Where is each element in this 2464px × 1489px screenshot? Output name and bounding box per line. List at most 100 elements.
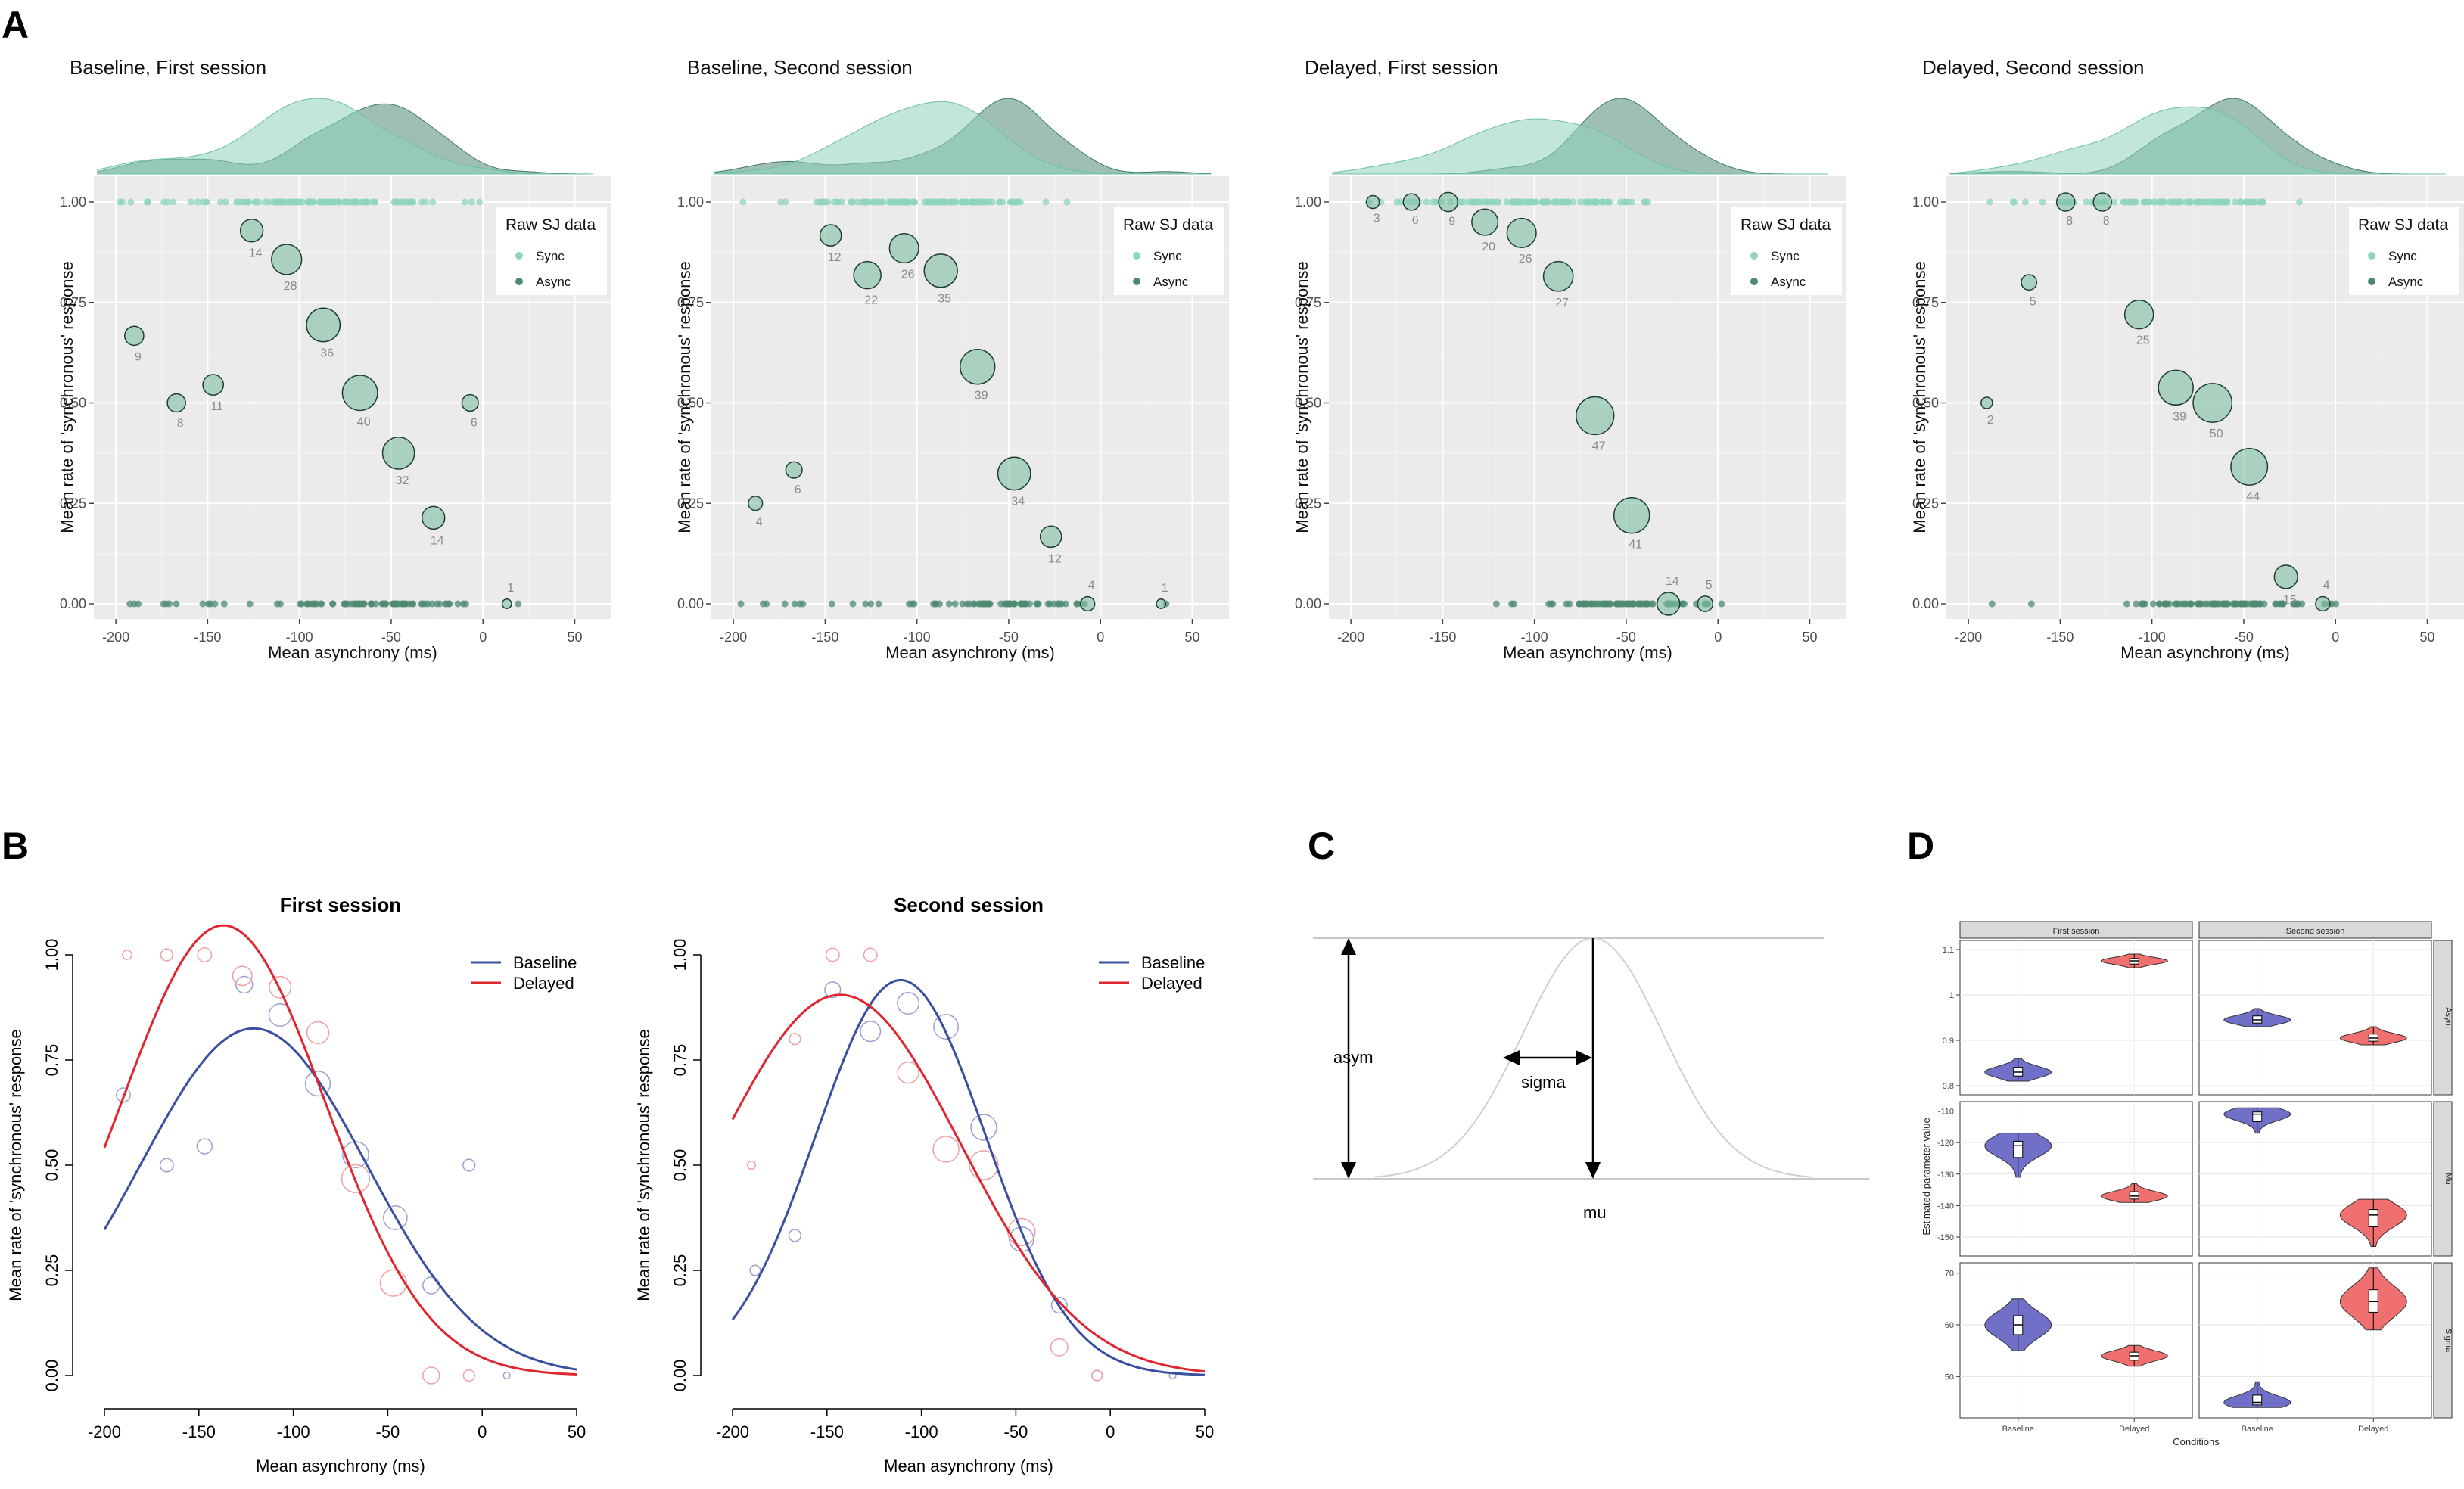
a-xtick-2-1: -150 [1429,629,1456,645]
a-count-label-2-5: 27 [1555,297,1569,309]
b-ytick-0-1: 0.25 [42,1254,61,1287]
a-raw-async-1-34 [977,600,985,608]
b-point-1-1-4 [897,1061,919,1084]
a-raw-sync-0-15 [199,198,207,206]
d-ytick-4-1: 60 [1945,1321,1954,1330]
a-bubble-0-2 [202,374,225,396]
a-count-label-1-2: 12 [828,251,842,264]
b-point-1-1-8 [1050,1338,1069,1357]
a-raw-async-1-9 [875,600,882,608]
a-raw-async-0-66 [382,600,390,608]
a-bubble-2-3 [1471,208,1499,236]
a-bubble-3-3 [2092,192,2112,212]
b-point-1-0-1 [788,1229,801,1242]
a-raw-sync-0-112 [429,198,437,206]
a-raw-sync-2-99 [1598,198,1605,206]
a-count-label-0-2: 11 [210,400,223,413]
d-facet-bg-3 [2198,1101,2432,1257]
a-ytick-0-4: 1.00 [60,194,86,210]
a-count-label-1-0: 4 [756,516,763,529]
d-ylabel: Estimated parameter value [1921,1118,1932,1235]
a-bubble-3-1 [2021,274,2038,291]
a-count-label-0-6: 40 [357,415,371,428]
panel-d: First session Second session Asym Mu Sigma 0.… [1921,921,2453,1447]
a-raw-sync-1-50 [891,198,898,206]
a-bubble-3-5 [2158,369,2194,406]
a-raw-async-1-59 [1011,600,1019,608]
a-raw-async-3-22 [2173,600,2180,608]
b-point-0-1-8 [422,1366,440,1385]
d-box-baseline-2 [2013,1140,2024,1158]
c-sigma-arrow-left [1503,1050,1520,1065]
a-raw-sync-1-9 [838,198,846,206]
a-count-label-3-8: 15 [2283,594,2297,607]
a-raw-async-2-78 [1649,600,1657,608]
b-title-1: Second session [894,894,1044,916]
a-ytick-3-3: 0.75 [1912,295,1939,310]
a-ytick-0-1: 0.25 [60,496,86,511]
a-raw-async-2-63 [1641,600,1649,608]
b-xtick-0-0: -200 [88,1422,121,1441]
a-raw-sync-1-119 [1063,198,1071,206]
a-ylabel-3: Mean rate of 'synchronous' response [1910,261,1929,533]
a-bubble-0-3 [239,218,264,243]
a-raw-async-0-9 [199,600,207,608]
a-legend-title-0: Raw SJ data [506,216,596,234]
a-raw-sync-1-106 [973,198,981,206]
a-legend-async-0: Async [536,275,571,289]
b-ytick-1-0: 0.00 [670,1360,689,1392]
a-raw-sync-1-83 [941,198,948,206]
a-raw-async-0-78 [454,600,462,608]
b-point-0-1-9 [462,1369,475,1382]
d-col-label-1: Second session [2286,927,2345,936]
a-raw-sync-1-117 [1009,198,1016,206]
a-bubble-0-7 [381,437,415,470]
a-count-label-3-3: 8 [2103,215,2110,228]
a-title-2: Delayed, First session [1305,56,1498,79]
b-point-1-0-5 [933,1014,959,1040]
d-ytick-0-3: 1.1 [1943,946,1954,955]
a-raw-async-0-81 [515,600,522,608]
a-bubble-3-6 [2192,383,2233,423]
a-raw-sync-2-58 [1508,198,1516,206]
a-raw-async-0-15 [298,600,306,608]
a-ytick-0-0: 0.00 [60,596,86,611]
a-legend-sync-key-2 [1750,252,1758,260]
d-xtick-4-1: Delayed [2119,1425,2149,1434]
a-legend-bg-1 [1114,207,1224,295]
b-point-1-1-9 [1091,1369,1103,1382]
a-raw-async-3-5 [2133,600,2140,608]
b-point-1-0-3 [860,1021,882,1043]
a-count-label-2-3: 20 [1482,241,1495,253]
a-raw-async-0-76 [422,600,429,608]
a-raw-async-0-61 [392,600,400,608]
a-legend-bg-0 [496,207,607,295]
a-raw-sync-1-30 [858,198,866,206]
a-raw-async-3-0 [1988,600,1996,608]
d-box-baseline-3 [2252,1111,2263,1122]
a-bubble-0-9 [461,393,479,412]
a-bubble-1-7 [997,456,1031,491]
a-ytick-1-4: 1.00 [677,194,704,210]
a-ylabel-2: Mean rate of 'synchronous' response [1293,261,1311,533]
a-raw-sync-2-36 [1489,198,1497,206]
a-xtick-1-1: -150 [811,629,838,645]
panel-c: asym sigma mu [1313,937,1869,1222]
a-raw-sync-2-32 [1472,198,1479,206]
a-count-label-0-9: 6 [471,416,478,429]
a-ytick-2-3: 0.75 [1295,295,1321,310]
d-ytick-2-1: -140 [1937,1201,1954,1211]
a-bubble-0-1 [166,393,186,413]
a-legend-title-3: Raw SJ data [2358,216,2448,234]
a-bubble-0-10 [501,598,512,609]
a-raw-sync-3-80 [2192,198,2200,206]
d-row-strip-2 [2433,1262,2453,1419]
a-ylabel-1: Mean rate of 'synchronous' response [675,261,694,533]
a-legend-async-1: Async [1153,275,1189,289]
b-ytick-0-4: 1.00 [42,939,61,971]
a-title-1: Baseline, Second session [687,56,913,79]
a-raw-async-1-5 [791,600,798,608]
a-raw-sync-3-0 [1986,198,1994,206]
a-raw-sync-1-102 [957,198,965,206]
